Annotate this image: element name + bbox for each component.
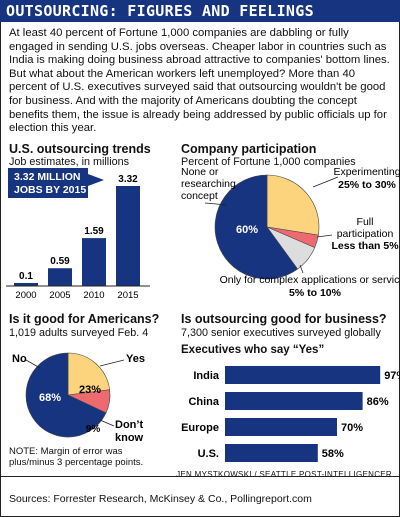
participation-leader-full [316,234,333,238]
americans-slice [67,352,111,396]
trend-year-label: 2010 [83,290,104,301]
americans-slice-label: 68% [39,392,61,404]
americans-title: Is it good for Americans? [9,312,160,326]
sources-line: Sources: Forrester Research, McKinsey & … [9,493,312,505]
participation-leader-complex [299,264,304,274]
business-value-label: 70% [341,422,363,434]
participation-label-none-2: researching [181,178,236,190]
business-value-label: 97% [384,370,400,382]
participation-leader-none [204,202,228,206]
footer-divider [0,476,400,477]
trend-year-label: 2000 [15,290,36,301]
participation-label-none-1: None or [181,166,219,178]
participation-subtitle: Percent of Fortune 1,000 companies [181,156,356,168]
trend-value-label: 0.59 [50,256,70,267]
participation-slice [214,174,298,280]
americans-slice [25,352,107,438]
trend-value-label: 1.59 [84,226,104,237]
title-bar: OUTSOURCING: FIGURES AND FEELINGS [0,0,400,22]
participation-slice [266,174,320,236]
trends-chart: 0.1 2000 0.59 2005 1.59 2010 3.32 2015 3.32 MILL… [6,168,150,301]
business-bar-Europe [225,418,337,436]
business-value-label: 58% [322,448,344,460]
americans-leader-yes [99,359,125,367]
participation-value-exp: 25% to 30% [338,179,396,191]
business-bar-U.S. [225,444,318,462]
participation-leader-exp [312,176,339,188]
trend-bar-2015 [116,186,140,286]
participation-label-complex: Only for complex applications or service… [220,274,400,286]
business-category-label: India [193,370,220,382]
americans-subtitle: 1,019 adults surveyed Feb. 4 [9,327,149,339]
americans-label-dk-1: Don’t [115,419,143,431]
margin-note: NOTE: Margin of error was plus/minus 3 p… [9,446,144,468]
business-bar-China [225,392,363,410]
business-group-title: Executives who say “Yes” [181,344,325,356]
business-chart: India 97% China 86% Europe 70% U.S. 58% [181,366,400,462]
participation-value-full: Less than 5% [331,240,399,252]
trend-callout-box [8,168,104,198]
business-category-label: U.S. [198,448,219,460]
trends-subtitle: Job estimates, in millions [9,156,130,168]
trend-value-label: 3.32 [118,174,138,185]
business-title: Is outsourcing good for business? [181,312,387,326]
credit-line: JEN MYSTKOWSKI / SEATTLE POST-INTELLIGEN… [176,470,392,479]
intro-paragraph: At least 40 percent of Fortune 1,000 com… [9,27,390,135]
participation-title: Company participation [181,142,317,156]
participation-label-none-3: concept [181,190,218,202]
americans-slice-label: 23% [79,384,101,396]
trend-callout-line1: 3.32 MILLION [14,171,81,183]
trend-year-label: 2015 [117,290,138,301]
business-subtitle: 7,300 senior executives surveyed globall… [181,327,381,339]
americans-leader-dk [99,419,115,427]
business-category-label: China [188,396,219,408]
participation-value-complex: 5% to 10% [289,287,342,299]
business-category-label: Europe [181,422,219,434]
trends-title: U.S. outsourcing trends [9,142,151,156]
participation-label-full-1: Full [357,216,374,228]
graphic-title: OUTSOURCING: FIGURES AND FEELINGS [6,2,314,20]
trend-callout-line2: JOBS BY 2015 [14,184,86,196]
trend-bar-2000 [14,282,38,286]
trend-value-label: 0.1 [19,271,33,282]
americans-slice-label: 9% [86,424,101,435]
americans-label-yes: Yes [126,353,145,365]
trend-year-label: 2005 [49,290,70,301]
participation-label-full-2: participation [337,228,394,240]
participation-slice-label: 60% [236,224,258,236]
americans-leader-no [25,359,41,369]
americans-label-dk-2: know [115,432,144,444]
business-value-label: 86% [367,396,389,408]
americans-label-no: No [12,353,27,365]
business-bar-India [225,366,381,384]
trend-bar-2010 [82,238,106,286]
trend-bar-2005 [48,268,72,286]
participation-label-exp: Experimenting [333,166,400,178]
